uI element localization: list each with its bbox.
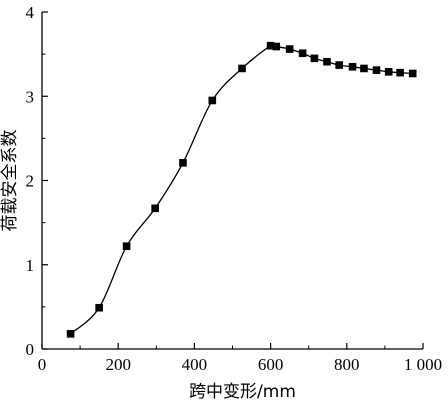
- data-point: [335, 61, 343, 69]
- x-tick-label: 0: [38, 355, 47, 374]
- data-point: [298, 49, 307, 58]
- data-point: [179, 159, 187, 167]
- x-tick-label: 800: [334, 355, 360, 374]
- data-point: [384, 68, 393, 76]
- data-point: [310, 54, 319, 63]
- y-tick-label: 1: [26, 256, 35, 275]
- x-tick-label: 600: [258, 355, 284, 374]
- x-tick-label: 1 000: [404, 355, 442, 374]
- data-point: [323, 57, 331, 66]
- data-point: [151, 204, 159, 213]
- data-point: [396, 68, 404, 77]
- data-point: [266, 41, 275, 50]
- data-point: [122, 242, 131, 251]
- y-tick-label: 3: [26, 87, 35, 106]
- y-tick-label: 4: [26, 3, 35, 22]
- data-point: [238, 64, 246, 73]
- curve-layer: [70, 43, 413, 335]
- data-point: [348, 62, 357, 71]
- y-axis-title: 荷载安全系数: [0, 130, 20, 232]
- data-point: [208, 96, 217, 105]
- series-line: [70, 43, 413, 335]
- data-point: [285, 45, 294, 53]
- axes-layer: [41, 11, 424, 350]
- data-point: [66, 330, 75, 338]
- y-tick-label: 2: [26, 172, 35, 191]
- data-point: [372, 66, 381, 74]
- y-tick-label: 0: [26, 340, 35, 359]
- data-point: [272, 42, 281, 51]
- data-point: [408, 69, 417, 78]
- x-axis-title: 跨中变形/mm: [189, 382, 296, 402]
- x-tick-label: 200: [105, 355, 131, 374]
- data-point: [95, 303, 103, 312]
- marker-layer: [66, 41, 417, 338]
- label-layer: 0 200 400 600 800 1 000 0 1 2 3 4 跨中变形/mm 荷载安全系数: [0, 3, 442, 402]
- data-point: [360, 64, 368, 73]
- x-tick-label: 400: [182, 355, 208, 374]
